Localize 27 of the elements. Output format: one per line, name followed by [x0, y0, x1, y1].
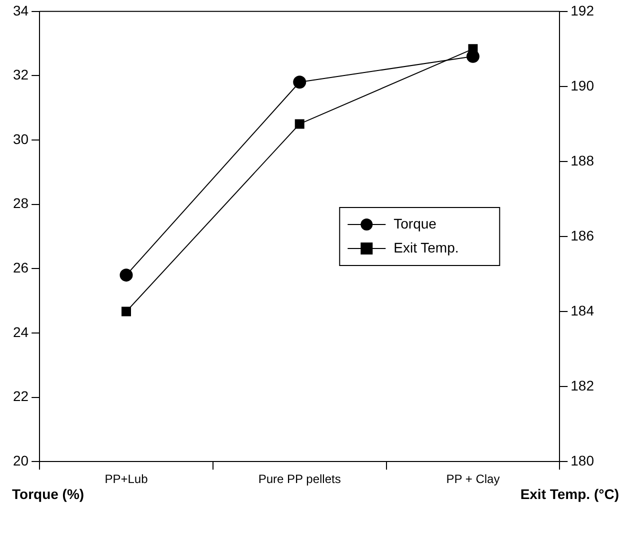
y-tick-label: 32 [12, 66, 29, 83]
y2-tick-label: 188 [570, 152, 594, 168]
point [466, 50, 480, 63]
y2-tick-label: 192 [570, 2, 594, 18]
y-tick-label: 22 [12, 388, 29, 404]
legend-label: Torque [394, 215, 437, 232]
y-axis-title: Torque (%) [12, 486, 84, 502]
point [293, 76, 306, 89]
x-tick-label: PP+Lub [104, 472, 148, 486]
point [294, 119, 304, 129]
y2-tick-label: 186 [570, 227, 594, 244]
y-tick-label: 30 [12, 130, 29, 147]
point [122, 306, 131, 316]
y-tick-label: 34 [12, 2, 29, 18]
y-tick-label: 28 [12, 195, 29, 212]
y2-tick-label: 180 [570, 452, 594, 468]
y2-tick-label: 182 [570, 377, 594, 394]
x-tick-label: PP + Clay [446, 472, 500, 486]
point [120, 268, 133, 282]
legend-label: Exit Temp. [394, 239, 459, 256]
y-tick-label: 24 [12, 324, 29, 340]
y-tick-label: 26 [12, 260, 29, 276]
x-tick-label: Pure PP pellets [258, 472, 341, 486]
y2-axis-title: Exit Temp. (°C) [520, 486, 619, 502]
y2-tick-label: 184 [570, 302, 594, 318]
y-tick-label: 20 [12, 452, 29, 468]
y2-tick-label: 190 [570, 77, 594, 94]
